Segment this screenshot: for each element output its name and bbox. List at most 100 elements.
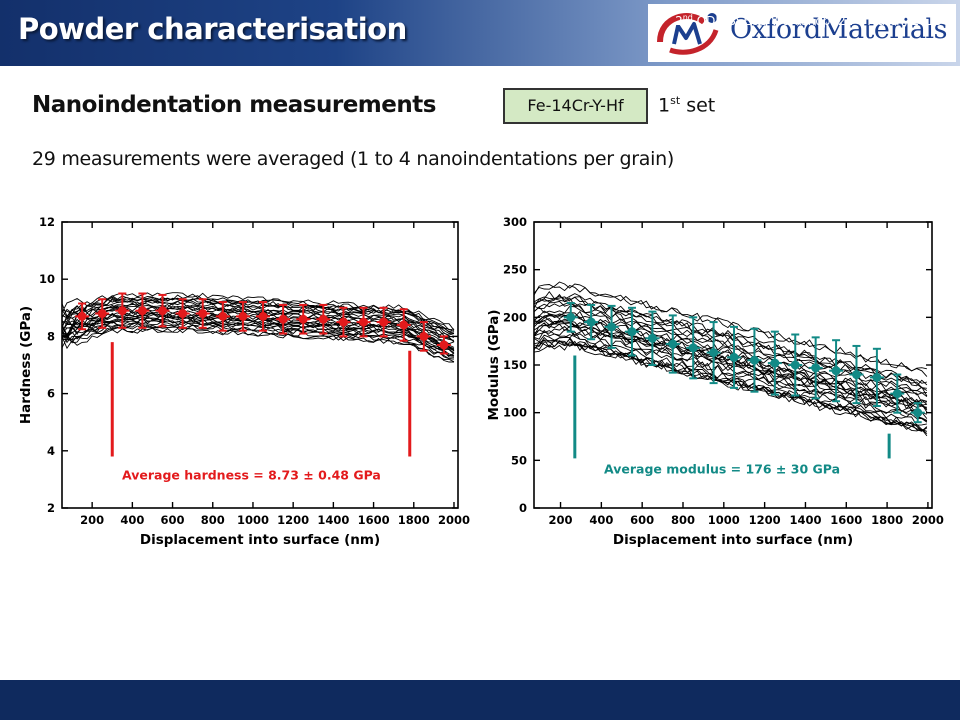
indentation-curve xyxy=(61,324,455,360)
data-point xyxy=(566,312,576,322)
data-point xyxy=(892,389,902,399)
y-tick-label: 200 xyxy=(503,310,527,324)
y-tick-label: 12 xyxy=(39,215,55,229)
average-annotation: Average hardness = 8.73 ± 0.48 GPa xyxy=(122,467,381,482)
indentation-curve xyxy=(533,301,928,398)
average-series xyxy=(563,302,925,424)
data-point xyxy=(158,306,168,316)
indentation-curve xyxy=(533,313,927,406)
x-tick-label: 600 xyxy=(161,513,185,527)
x-tick-label: 800 xyxy=(201,513,225,527)
oxford-logo-mark-icon xyxy=(657,13,719,55)
material-tag: Fe-14Cr-Y-Hf xyxy=(503,88,648,124)
modulus-chart: Average modulus = 176 ± 30 GPa 200 400 600 8… xyxy=(484,212,944,567)
data-point xyxy=(668,339,678,349)
slide-title: Powder characterisation xyxy=(18,12,407,46)
plot-frame xyxy=(61,221,459,509)
data-point xyxy=(298,314,308,324)
x-tick-label: 1000 xyxy=(708,513,740,527)
footer-part: 2 xyxy=(675,14,683,28)
x-tick-label: 1200 xyxy=(277,513,309,527)
indentation-curves xyxy=(533,281,928,437)
indentation-curve xyxy=(61,302,455,338)
x-tick-label: 600 xyxy=(630,513,654,527)
x-tick-label: 1400 xyxy=(789,513,821,527)
x-axis-label: Displacement into surface (nm) xyxy=(140,532,380,548)
x-tick-label: 1800 xyxy=(871,513,903,527)
data-point xyxy=(258,311,268,321)
section-heading: Nanoindentation measurements xyxy=(32,92,436,118)
y-axis-label: Hardness (GPa) xyxy=(18,306,34,424)
hardness-chart: Average hardness = 8.73 ± 0.48 GPa 200 400… xyxy=(18,212,478,567)
footer-bar xyxy=(0,680,960,720)
y-tick-label: 250 xyxy=(503,263,527,277)
set-number: 1 xyxy=(658,94,671,117)
y-tick-label: 2 xyxy=(47,501,55,515)
y-tick-label: 100 xyxy=(503,406,527,420)
indentation-curve xyxy=(61,316,455,355)
data-point xyxy=(607,322,617,332)
indentation-curve xyxy=(61,296,455,334)
indentation-curve xyxy=(61,313,455,350)
x-tick-label: 400 xyxy=(120,513,144,527)
indentation-curve xyxy=(61,317,455,354)
x-tick-label: 2000 xyxy=(912,513,944,527)
indentation-curve xyxy=(61,323,455,360)
footer-ordinal: nd xyxy=(682,13,693,22)
y-tick-label: 4 xyxy=(47,444,55,458)
data-point xyxy=(811,363,821,373)
y-tick-label: 300 xyxy=(503,215,527,229)
data-point xyxy=(198,309,208,319)
data-point xyxy=(238,311,248,321)
x-tick-label: 200 xyxy=(80,513,104,527)
indentation-curve xyxy=(533,305,927,396)
indentation-curve xyxy=(533,296,927,389)
data-point xyxy=(729,352,739,362)
logo-text: OxfordMaterials xyxy=(730,14,948,45)
data-point xyxy=(439,340,449,350)
x-axis-label: Displacement into surface (nm) xyxy=(613,532,853,548)
y-tick-label: 10 xyxy=(39,272,55,286)
x-tick-label: 1800 xyxy=(398,513,430,527)
x-tick-label: 1600 xyxy=(830,513,862,527)
indentation-curve xyxy=(533,284,927,372)
x-tick-label: 800 xyxy=(671,513,695,527)
measurement-note: 29 measurements were averaged (1 to 4 na… xyxy=(32,148,674,170)
data-point xyxy=(709,348,719,358)
footer-ordinal: nd xyxy=(853,13,864,22)
data-point xyxy=(379,317,389,327)
indentation-curve xyxy=(61,292,455,331)
indentation-curve xyxy=(533,330,928,423)
indentation-curve xyxy=(61,315,455,351)
data-point xyxy=(318,314,328,324)
data-point xyxy=(178,309,188,319)
x-tick-label: 1400 xyxy=(317,513,349,527)
y-tick-label: 50 xyxy=(511,453,527,467)
data-point xyxy=(627,327,637,337)
data-point xyxy=(419,331,429,341)
y-tick-label: 0 xyxy=(519,501,527,515)
data-point xyxy=(359,317,369,327)
y-tick-label: 150 xyxy=(503,358,527,372)
indentation-curve xyxy=(533,339,928,432)
indentation-curve xyxy=(61,304,455,342)
footer-text: 2nd ODDISSEUS Workshop. 22nd March, 2015 xyxy=(675,13,942,28)
data-point xyxy=(77,311,87,321)
y-tick-label: 6 xyxy=(47,387,55,401)
indentation-curve xyxy=(61,306,455,343)
data-point xyxy=(647,333,657,343)
indentation-curve xyxy=(61,327,454,363)
data-point xyxy=(218,311,228,321)
indentation-curve xyxy=(533,320,928,409)
data-point xyxy=(278,314,288,324)
set-word: set xyxy=(686,94,716,117)
average-annotation: Average modulus = 176 ± 30 GPa xyxy=(604,462,840,477)
x-tick-label: 1200 xyxy=(749,513,781,527)
data-point xyxy=(688,343,698,353)
data-point xyxy=(97,309,107,319)
y-tick-label: 8 xyxy=(47,329,55,343)
data-point xyxy=(770,358,780,368)
indentation-curves xyxy=(61,292,455,363)
data-point xyxy=(338,317,348,327)
data-point xyxy=(137,306,147,316)
